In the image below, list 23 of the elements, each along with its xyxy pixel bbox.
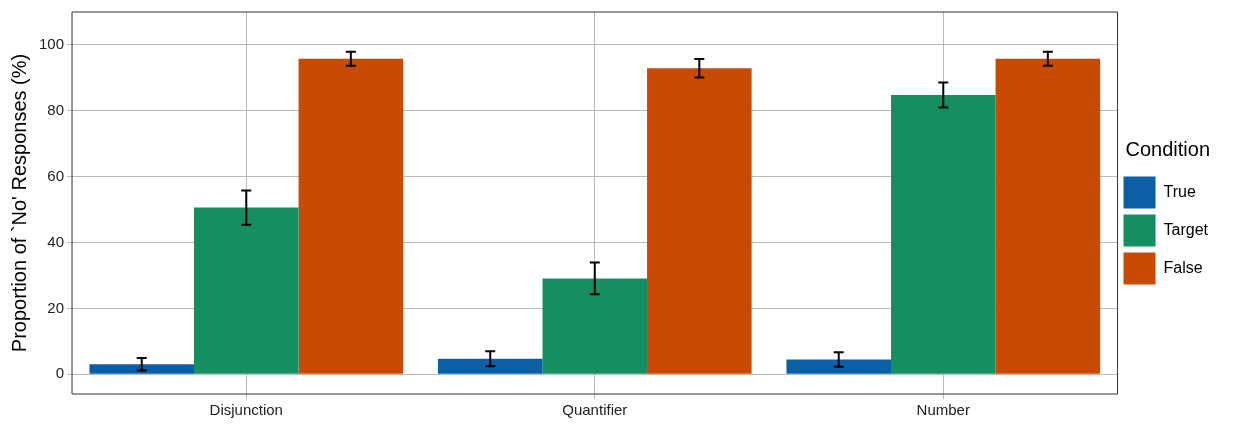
y-tick-label: 60 <box>47 166 65 184</box>
x-tick-label: Quantifier <box>562 401 628 419</box>
y-tick-label: 80 <box>47 100 65 118</box>
bar <box>891 94 996 374</box>
y-tick-label: 0 <box>55 364 65 382</box>
y-tick-label: 40 <box>47 232 65 250</box>
bar <box>298 58 404 374</box>
bar <box>89 364 194 374</box>
bar <box>542 278 648 374</box>
bar <box>647 68 752 374</box>
bar <box>995 58 1101 374</box>
legend-label: False <box>1163 258 1203 276</box>
legend-label: True <box>1163 182 1196 200</box>
bar <box>194 207 299 374</box>
y-tick-label: 20 <box>47 298 65 316</box>
x-tick-label: Disjunction <box>209 401 283 419</box>
y-axis-title: Proportion of `No' Responses (%) <box>7 53 30 353</box>
bar <box>437 358 543 374</box>
legend-title: Condition <box>1125 138 1211 161</box>
legend-label: Target <box>1163 220 1209 238</box>
bar <box>786 359 892 374</box>
x-tick-label: Number <box>916 401 970 419</box>
y-tick-label: 100 <box>39 35 65 53</box>
